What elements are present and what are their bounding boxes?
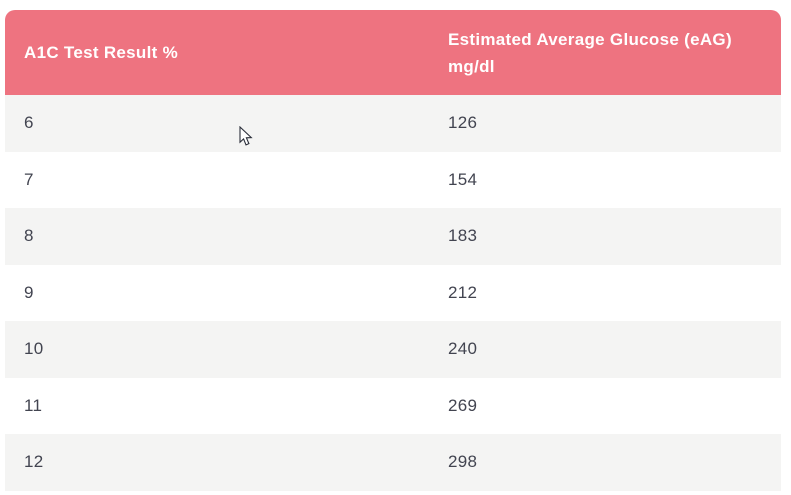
eag-cell: 212 xyxy=(429,264,781,321)
a1c-cell: 7 xyxy=(5,151,429,208)
table-row: 6 126 xyxy=(5,95,781,152)
column-header-a1c-label: A1C Test Result % xyxy=(24,43,179,62)
table-body: 6 126 7 154 8 183 9 212 10 240 11 269 12 298 xyxy=(5,95,781,491)
eag-cell: 298 xyxy=(429,434,781,491)
header-row: A1C Test Result % Estimated Average Gluc… xyxy=(5,10,781,95)
table-row: 9 212 xyxy=(5,264,781,321)
column-header-eag: Estimated Average Glucose (eAG) mg/dl xyxy=(429,10,781,95)
table-row: 7 154 xyxy=(5,151,781,208)
eag-cell: 126 xyxy=(429,95,781,152)
a1c-eag-conversion-table: A1C Test Result % Estimated Average Gluc… xyxy=(5,10,781,491)
eag-cell: 269 xyxy=(429,377,781,434)
column-header-eag-label: Estimated Average Glucose (eAG) mg/dl xyxy=(448,29,732,76)
table-row: 12 298 xyxy=(5,434,781,491)
a1c-cell: 8 xyxy=(5,208,429,265)
a1c-cell: 6 xyxy=(5,95,429,152)
table-row: 8 183 xyxy=(5,208,781,265)
eag-cell: 183 xyxy=(429,208,781,265)
table-header: A1C Test Result % Estimated Average Gluc… xyxy=(5,10,781,95)
eag-cell: 240 xyxy=(429,321,781,378)
a1c-cell: 12 xyxy=(5,434,429,491)
column-header-a1c: A1C Test Result % xyxy=(5,10,429,95)
a1c-cell: 10 xyxy=(5,321,429,378)
a1c-cell: 11 xyxy=(5,377,429,434)
table-row: 10 240 xyxy=(5,321,781,378)
eag-cell: 154 xyxy=(429,151,781,208)
table-row: 11 269 xyxy=(5,377,781,434)
a1c-cell: 9 xyxy=(5,264,429,321)
